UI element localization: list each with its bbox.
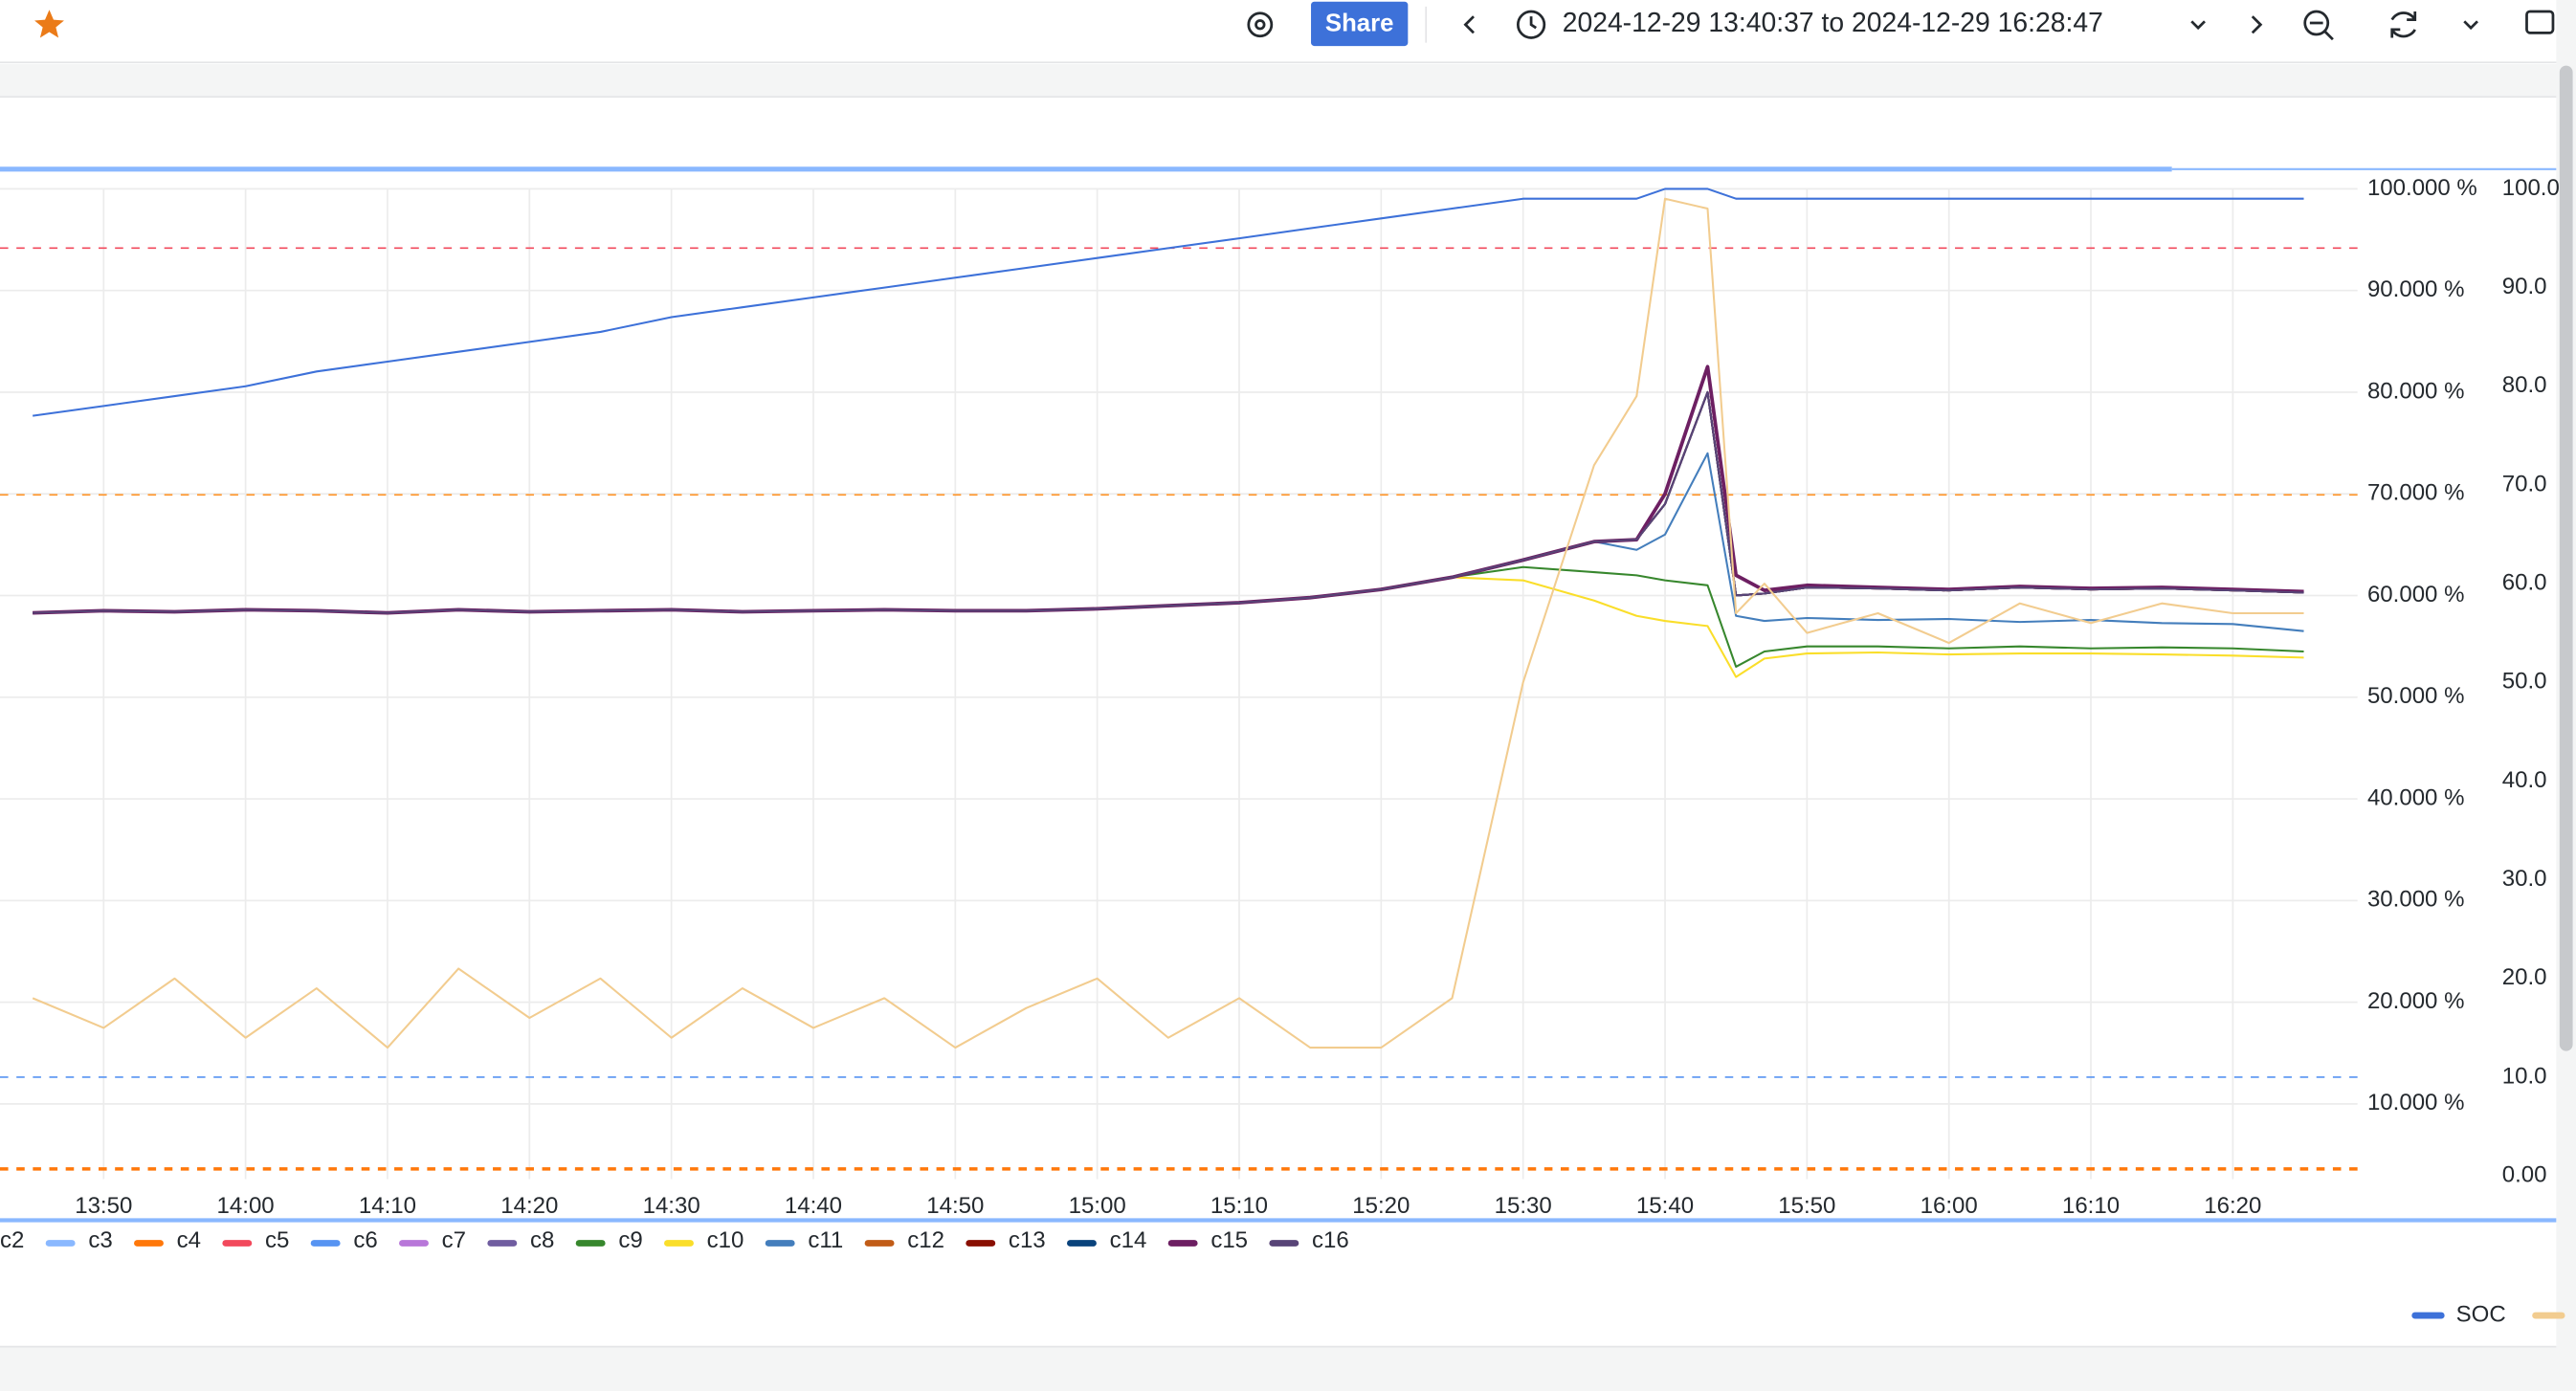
y2-tick-label: 60.0 [2502, 569, 2547, 595]
legend-label[interactable]: c13 [1009, 1227, 1046, 1253]
legend-label: SOC [2456, 1301, 2506, 1327]
star-icon[interactable] [34, 10, 64, 38]
y2-tick-label: 70.0 [2502, 471, 2547, 497]
y-tick-label: 60.000 % [2367, 582, 2464, 607]
legend-label[interactable]: c3 [88, 1227, 112, 1253]
toolbar [0, 0, 2576, 63]
footer [0, 1346, 2576, 1391]
legend-label[interactable]: c14 [1110, 1227, 1147, 1253]
x-tick-label: 16:10 [2062, 1193, 2120, 1219]
series-line [33, 188, 2304, 417]
legend-label[interactable]: c9 [618, 1227, 642, 1253]
x-tick-label: 15:50 [1778, 1193, 1835, 1219]
y2-tick-label: 90.0 [2502, 274, 2547, 299]
x-tick-label: 16:20 [2204, 1193, 2261, 1219]
legend-label[interactable]: c12 [907, 1227, 944, 1253]
time-back-button[interactable] [1463, 15, 1475, 34]
x-tick-label: 13:50 [75, 1193, 132, 1219]
legend-label[interactable]: c15 [1210, 1227, 1248, 1253]
x-tick-label: 14:20 [500, 1193, 558, 1219]
y-tick-label: 10.000 % [2367, 1090, 2464, 1115]
legend-label[interactable]: c6 [353, 1227, 377, 1253]
y-tick-label: 90.000 % [2367, 276, 2464, 302]
time-forward-button[interactable] [2251, 15, 2263, 34]
refresh-interval-dropdown[interactable] [2463, 20, 2478, 31]
share-label: Share [1325, 11, 1394, 37]
y2-tick-label: 30.0 [2502, 866, 2547, 892]
legend-label[interactable]: c2 [0, 1227, 24, 1253]
panel [0, 97, 2557, 1347]
series-line [33, 390, 2304, 614]
plot-area [0, 188, 2358, 1171]
y2-tick-label: 80.0 [2502, 372, 2547, 398]
chart: 100.000 % 90.000 % 80.000 % 70.000 % 60.000 … [0, 175, 2565, 1327]
x-tick-label: 14:40 [785, 1193, 842, 1219]
time-range-dropdown[interactable] [2190, 20, 2206, 31]
y-tick-label: 70.000 % [2367, 480, 2464, 506]
legend-label[interactable]: c7 [442, 1227, 466, 1253]
y-tick-label: 30.000 % [2367, 887, 2464, 913]
time-range-picker[interactable]: 2024-12-29 13:40:37 to 2024-12-29 16:28:… [1563, 8, 2103, 38]
y2-tick-label: 0.00 [2502, 1161, 2547, 1187]
y-tick-label: 20.000 % [2367, 988, 2464, 1014]
x-tick-label: 15:40 [1636, 1193, 1694, 1219]
y-tick-label: 40.000 % [2367, 784, 2464, 810]
share-button[interactable] [1311, 1, 1409, 47]
y-tick-label: 80.000 % [2367, 378, 2464, 404]
y2-tick-label: 100.0 [2502, 175, 2560, 201]
x-tick-label: 16:00 [1921, 1193, 1978, 1219]
view-mode-button[interactable] [2525, 10, 2555, 34]
x-tick-label: 15:00 [1069, 1193, 1126, 1219]
legend-label[interactable]: c11 [808, 1227, 843, 1253]
y2-tick-label: 40.0 [2502, 767, 2547, 793]
x-tick-label: 15:30 [1495, 1193, 1552, 1219]
refresh-button[interactable] [2390, 11, 2417, 38]
y2-tick-label: 50.0 [2502, 669, 2547, 695]
legend-label[interactable]: c16 [1312, 1227, 1349, 1253]
x-tick-label: 14:30 [643, 1193, 700, 1219]
scrollbar-thumb[interactable] [2559, 65, 2573, 1051]
legend-label[interactable]: c5 [265, 1227, 289, 1253]
zoom-out-button[interactable] [2303, 10, 2334, 41]
legend-label[interactable]: c8 [530, 1227, 554, 1253]
x-tick-label: 14:10 [359, 1193, 416, 1219]
x-tick-label: 14:50 [926, 1193, 984, 1219]
x-tick-label: 14:00 [217, 1193, 275, 1219]
series-line [32, 197, 2304, 1049]
y-tick-label: 100.000 % [2367, 175, 2477, 201]
settings-icon[interactable] [1247, 11, 1274, 38]
x-tick-label: 15:10 [1210, 1193, 1268, 1219]
legend-label[interactable]: c4 [177, 1227, 201, 1253]
y2-tick-label: 10.0 [2502, 1063, 2547, 1089]
gutter [0, 63, 2576, 98]
legend-label[interactable]: c10 [707, 1227, 744, 1253]
y-tick-label: 50.000 % [2367, 683, 2464, 709]
x-tick-label: 15:20 [1352, 1193, 1410, 1219]
y2-tick-label: 20.0 [2502, 964, 2547, 990]
clock-icon [1516, 10, 1546, 39]
